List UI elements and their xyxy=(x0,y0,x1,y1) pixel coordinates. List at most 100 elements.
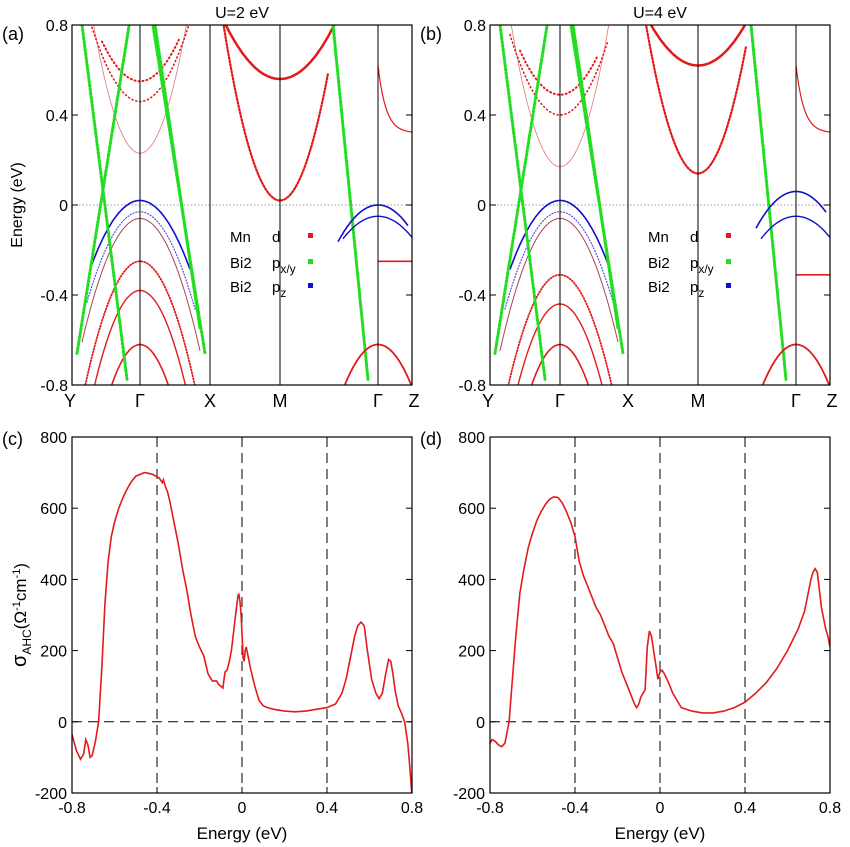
y-tick-label: 200 xyxy=(458,644,485,661)
kpoint-label-X: X xyxy=(622,391,634,411)
y-tick-label: 0 xyxy=(476,715,485,732)
x-axis-label: Energy (eV) xyxy=(197,824,288,843)
legend-orbital-sub: x/y xyxy=(698,262,713,276)
y-tick-label: -0.4 xyxy=(458,288,486,305)
ahc-curve-0 xyxy=(490,495,830,748)
x-tick-label: -0.4 xyxy=(143,800,171,817)
bands-clip xyxy=(72,25,412,385)
legend-marker xyxy=(308,259,313,264)
y-tick-label: 0.4 xyxy=(464,108,486,125)
band-bi-pxy-2 xyxy=(498,25,547,381)
ahc-panel-c: -0.8 -0.4 0 0.4 0.8 800 600 400 200 0 -200 Energy (… xyxy=(2,429,423,843)
band-mn-d-9 xyxy=(761,343,830,385)
panel-title: U=2 eV xyxy=(215,5,269,22)
legend-marker xyxy=(308,283,313,288)
x-tick-label: -0.8 xyxy=(58,800,86,817)
band-bi-pxy-4 xyxy=(153,25,202,331)
band-mn-d-2 xyxy=(91,25,190,103)
legend-atom: Mn xyxy=(648,229,669,246)
band-mn-d-8 xyxy=(110,343,170,385)
y-tick-label: 400 xyxy=(40,572,67,589)
band-mn-d-4 xyxy=(222,25,330,202)
y-tick-label: 600 xyxy=(458,501,485,518)
panel-label: (b) xyxy=(420,24,442,44)
legend-orbital-sub: z xyxy=(698,286,704,300)
band-bi-pxy-2 xyxy=(80,25,129,381)
legend-marker xyxy=(308,233,313,238)
plot-frame xyxy=(489,24,831,386)
bands-clip xyxy=(490,25,830,385)
legend-atom: Bi2 xyxy=(230,255,252,272)
panel-label: (c) xyxy=(2,429,23,449)
ahc-curve-0 xyxy=(72,471,412,793)
kpoint-label-Γ: Γ xyxy=(373,391,383,411)
y-axis-label-part: σ xyxy=(9,654,31,667)
y-tick-label: 0 xyxy=(59,198,68,215)
x-tick-label: 0.8 xyxy=(401,800,423,817)
band-mn-d-7 xyxy=(517,303,603,385)
y-tick-label: 600 xyxy=(40,501,67,518)
band-bi-pz-3 xyxy=(81,218,201,351)
band-bi-pxy-5 xyxy=(331,25,370,381)
y-axis-label-part: -1 xyxy=(11,601,23,611)
y-tick-label: 0 xyxy=(58,715,67,732)
y-tick-label: 0 xyxy=(477,198,486,215)
legend-entry: Bi2 px/y xyxy=(230,255,313,276)
kpoint-label-X: X xyxy=(204,391,216,411)
panel-label: (a) xyxy=(2,24,24,44)
kpoint-label-Z: Z xyxy=(409,391,420,411)
kpoint-label-Γ: Γ xyxy=(135,391,145,411)
x-tick-label: 0.4 xyxy=(316,800,338,817)
x-tick-label: -0.8 xyxy=(476,800,504,817)
y-tick-label: -0.4 xyxy=(40,288,68,305)
band-bi-pz-2 xyxy=(86,211,196,310)
y-tick-label: 400 xyxy=(458,572,485,589)
band-bi-pxy-4 xyxy=(571,25,620,331)
plot-area xyxy=(490,437,830,793)
legend-atom: Mn xyxy=(230,229,251,246)
band-mn-d-5 xyxy=(224,25,336,81)
y-tick-label: 200 xyxy=(40,644,67,661)
band-mn-d-1 xyxy=(93,25,187,154)
legend-orbital: px/y xyxy=(690,255,714,276)
legend-atom: Bi2 xyxy=(648,279,670,296)
y-axis-label-part: ) xyxy=(11,563,30,569)
kpoint-label-Γ: Γ xyxy=(791,391,801,411)
y-axis-label-part: (Ω xyxy=(11,611,30,629)
plot-frame xyxy=(71,24,413,386)
legend-marker xyxy=(726,233,731,238)
legend-orbital-sub: z xyxy=(280,286,286,300)
legend-orbital: px/y xyxy=(272,255,296,276)
band-mn-d-10 xyxy=(377,65,412,133)
x-tick-label: 0 xyxy=(656,800,665,817)
legend-entry: Bi2 pz xyxy=(648,279,731,300)
legend-entry: Bi2 px/y xyxy=(648,255,731,276)
x-tick-label: 0.8 xyxy=(819,800,841,817)
y-axis-label: σAHC(Ω-1cm-1) xyxy=(9,563,34,667)
x-tick-label: -0.4 xyxy=(561,800,589,817)
y-axis-label-part: -1 xyxy=(11,569,23,579)
band-mn-d-10 xyxy=(795,65,830,133)
band-mn-d-3 xyxy=(519,49,599,96)
panel-title: U=4 eV xyxy=(633,5,687,22)
y-tick-label: -200 xyxy=(35,786,67,803)
y-tick-label: -200 xyxy=(453,786,485,803)
legend-orbital: d xyxy=(272,229,280,246)
kpoint-label-M: M xyxy=(273,391,288,411)
kpoint-label-Y: Y xyxy=(482,391,494,411)
legend-entry: Bi2 pz xyxy=(230,279,313,300)
kpoint-label-M: M xyxy=(691,391,706,411)
band-mn-d-9 xyxy=(343,343,412,385)
band-bi-pz-2 xyxy=(504,211,614,310)
y-tick-label: 0.8 xyxy=(46,18,68,35)
y-tick-label: 0.4 xyxy=(46,108,68,125)
band-bi-pxy-5 xyxy=(749,25,788,381)
band-mn-d-5 xyxy=(649,25,747,67)
legend-atom: Bi2 xyxy=(648,255,670,272)
band-mn-d-6 xyxy=(507,273,613,385)
band-mn-d-8 xyxy=(530,343,590,385)
y-tick-label: 0.8 xyxy=(464,18,486,35)
band-bi-pz-3 xyxy=(499,218,619,351)
band-bi-pz-4 xyxy=(755,190,827,229)
